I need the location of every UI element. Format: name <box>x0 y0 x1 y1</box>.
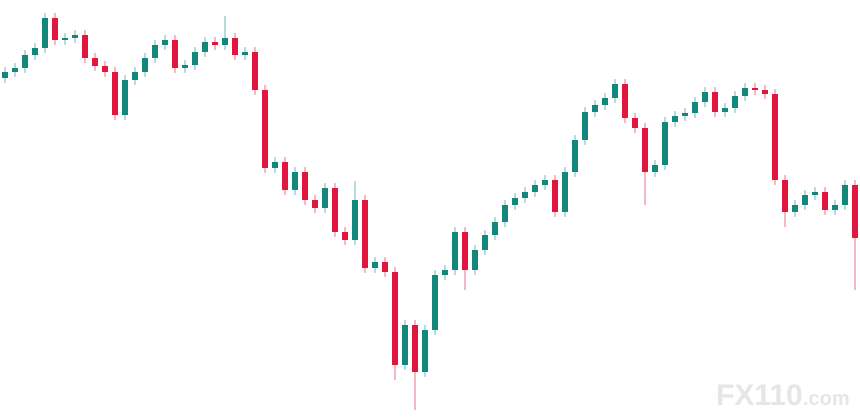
candle-body <box>782 180 788 212</box>
candle-body <box>612 84 618 98</box>
candle-body <box>822 192 828 210</box>
candle-body <box>572 140 578 172</box>
candle-body <box>292 172 298 190</box>
candle-body <box>692 102 698 113</box>
candle-body <box>672 116 678 122</box>
candle-body <box>492 222 498 235</box>
candle-body <box>62 38 68 40</box>
candle-body <box>582 112 588 140</box>
candle-body <box>852 185 858 238</box>
candle-body <box>242 52 248 55</box>
candle-body <box>542 180 548 185</box>
candle-body <box>372 262 378 268</box>
candle-body <box>262 90 268 168</box>
candle-body <box>22 55 28 68</box>
candle-body <box>272 162 278 168</box>
candle-body <box>522 192 528 198</box>
candle-body <box>452 232 458 270</box>
candle-body <box>752 88 758 90</box>
candle-body <box>642 128 648 172</box>
candle-body <box>342 232 348 240</box>
candle-body <box>792 205 798 212</box>
candle-body <box>472 250 478 270</box>
candle-body <box>382 262 388 272</box>
candle-body <box>502 205 508 222</box>
candle-body <box>732 96 738 108</box>
candle-body <box>812 192 818 195</box>
candle-body <box>282 162 288 190</box>
candle-body <box>162 40 168 45</box>
candle-body <box>222 38 228 45</box>
candle-body <box>252 52 258 90</box>
candle-body <box>232 38 238 55</box>
candle-body <box>772 94 778 180</box>
candle-body <box>362 200 368 268</box>
candle-body <box>332 188 338 232</box>
candle-body <box>122 80 128 115</box>
candle-body <box>842 185 848 205</box>
candle-body <box>462 232 468 270</box>
candle-body <box>302 172 308 200</box>
candle-body <box>652 165 658 172</box>
candle-body <box>132 72 138 80</box>
candle-body <box>802 195 808 205</box>
candle-body <box>142 58 148 72</box>
candle-body <box>482 235 488 250</box>
candle-body <box>392 272 398 365</box>
candle-body <box>562 172 568 212</box>
candle-body <box>702 92 708 102</box>
candle-body <box>532 185 538 192</box>
candle-body <box>422 330 428 372</box>
candle-body <box>172 40 178 68</box>
candle-body <box>202 42 208 52</box>
candle-body <box>42 18 48 48</box>
candle-body <box>52 18 58 40</box>
candle-body <box>32 48 38 55</box>
candle-body <box>402 325 408 365</box>
candle-body <box>192 52 198 65</box>
candle-body <box>2 72 8 78</box>
candle-body <box>712 92 718 112</box>
candle-body <box>212 42 218 45</box>
candle-body <box>312 200 318 208</box>
watermark: FX110 .com <box>716 379 850 412</box>
candle-body <box>832 205 838 210</box>
candle-body <box>742 88 748 96</box>
candle-body <box>432 275 438 330</box>
candle-body <box>592 105 598 112</box>
candle-body <box>602 98 608 105</box>
candle-body <box>662 122 668 165</box>
candle-body <box>12 68 18 72</box>
candle-body <box>102 66 108 72</box>
candle-body <box>722 108 728 112</box>
watermark-brand: FX110 <box>716 379 803 412</box>
candle-body <box>412 325 418 372</box>
candle-body <box>72 35 78 38</box>
candle-body <box>762 90 768 94</box>
candle-body <box>92 58 98 66</box>
candle-body <box>112 72 118 115</box>
candle-body <box>682 113 688 116</box>
candle-body <box>352 200 358 240</box>
candle-body <box>82 35 88 58</box>
candle-body <box>442 270 448 275</box>
candle-body <box>182 65 188 68</box>
candle-body <box>152 45 158 58</box>
watermark-suffix: .com <box>803 388 850 410</box>
candle-body <box>622 84 628 118</box>
candle-body <box>632 118 638 128</box>
candle-body <box>322 188 328 208</box>
candle-body <box>552 180 558 212</box>
candle-body <box>512 198 518 205</box>
